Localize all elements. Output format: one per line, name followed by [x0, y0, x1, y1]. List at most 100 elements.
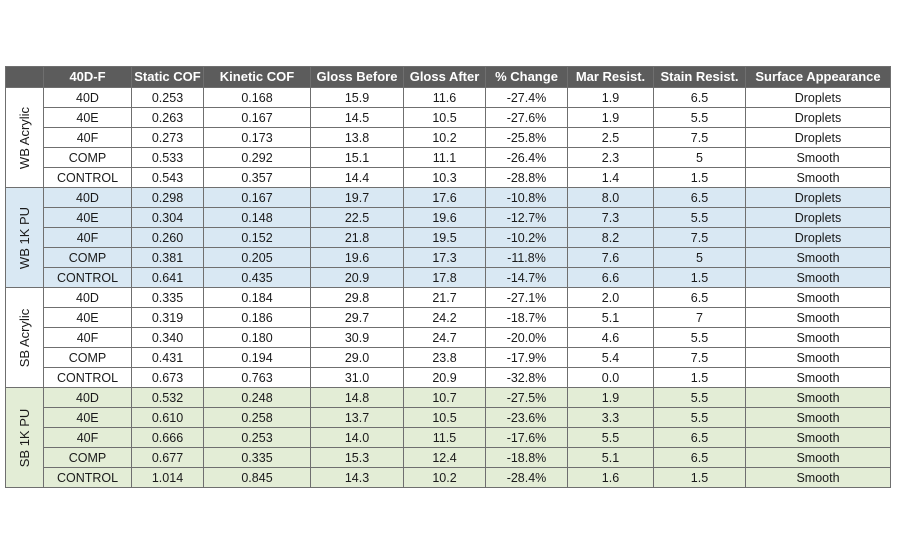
results-table: 40D-F Static COF Kinetic COF Gloss Befor… — [5, 66, 891, 488]
cell-percent-change: -12.7% — [485, 207, 568, 228]
table-row: COMP 0.431 0.194 29.0 23.8 -17.9% 5.4 7.5 Smooth — [6, 347, 891, 368]
table-row: CONTROL 0.641 0.435 20.9 17.8 -14.7% 6.6 1.5 Smo… — [6, 267, 891, 288]
cell-kinetic-cof: 0.845 — [203, 467, 311, 488]
cell-sample: 40D — [43, 187, 132, 208]
cell-stain-resist: 5.5 — [653, 387, 746, 408]
cell-kinetic-cof: 0.248 — [203, 387, 311, 408]
cell-gloss-after: 11.1 — [403, 147, 486, 168]
cell-kinetic-cof: 0.194 — [203, 347, 311, 368]
cell-gloss-after: 19.6 — [403, 207, 486, 228]
cell-surface-appearance: Smooth — [745, 287, 891, 308]
cell-mar-resist: 3.3 — [567, 407, 654, 428]
cell-stain-resist: 5.5 — [653, 107, 746, 128]
cell-gloss-before: 31.0 — [310, 367, 404, 388]
cell-percent-change: -27.1% — [485, 287, 568, 308]
cell-stain-resist: 7.5 — [653, 127, 746, 148]
cell-surface-appearance: Smooth — [745, 467, 891, 488]
cell-sample: COMP — [43, 147, 132, 168]
cell-surface-appearance: Droplets — [745, 87, 891, 108]
cell-stain-resist: 1.5 — [653, 467, 746, 488]
header-kinetic-cof: Kinetic COF — [203, 66, 311, 88]
header-gloss-after: Gloss After — [403, 66, 486, 88]
cell-percent-change: -18.8% — [485, 447, 568, 468]
cell-gloss-after: 19.5 — [403, 227, 486, 248]
cell-static-cof: 0.677 — [131, 447, 204, 468]
cell-gloss-after: 10.7 — [403, 387, 486, 408]
cell-mar-resist: 8.2 — [567, 227, 654, 248]
cell-sample: 40E — [43, 207, 132, 228]
cell-gloss-before: 15.9 — [310, 87, 404, 108]
cell-gloss-after: 12.4 — [403, 447, 486, 468]
cell-surface-appearance: Smooth — [745, 147, 891, 168]
cell-sample: COMP — [43, 247, 132, 268]
cell-gloss-before: 15.1 — [310, 147, 404, 168]
cell-percent-change: -11.8% — [485, 247, 568, 268]
table-row: 40E 0.263 0.167 14.5 10.5 -27.6% 1.9 5.5 Droplet… — [6, 107, 891, 128]
cell-percent-change: -17.9% — [485, 347, 568, 368]
cell-kinetic-cof: 0.205 — [203, 247, 311, 268]
cell-stain-resist: 5 — [653, 247, 746, 268]
cell-gloss-after: 21.7 — [403, 287, 486, 308]
group-label: WB 1K PU — [16, 206, 32, 269]
cell-surface-appearance: Droplets — [745, 187, 891, 208]
cell-gloss-before: 22.5 — [310, 207, 404, 228]
cell-gloss-before: 14.5 — [310, 107, 404, 128]
cell-surface-appearance: Smooth — [745, 167, 891, 188]
cell-stain-resist: 6.5 — [653, 447, 746, 468]
cell-static-cof: 0.253 — [131, 87, 204, 108]
cell-gloss-before: 14.3 — [310, 467, 404, 488]
cell-stain-resist: 1.5 — [653, 167, 746, 188]
cell-kinetic-cof: 0.186 — [203, 307, 311, 328]
cell-gloss-after: 20.9 — [403, 367, 486, 388]
cell-static-cof: 0.532 — [131, 387, 204, 408]
cell-sample: CONTROL — [43, 467, 132, 488]
table-row: SB Acrylic 40D 0.335 0.184 29.8 21.7 -27.1% 2.0… — [5, 287, 891, 388]
cell-kinetic-cof: 0.167 — [203, 107, 311, 128]
table-row: 40F 0.666 0.253 14.0 11.5 -17.6% 5.5 6.5 Smooth — [6, 427, 891, 448]
cell-mar-resist: 4.6 — [567, 327, 654, 348]
cell-stain-resist: 5 — [653, 147, 746, 168]
table-row: CONTROL 1.014 0.845 14.3 10.2 -28.4% 1.6 1.5 Smo… — [6, 467, 891, 488]
cell-mar-resist: 7.6 — [567, 247, 654, 268]
cell-static-cof: 0.273 — [131, 127, 204, 148]
table-row: 40F 0.273 0.173 13.8 10.2 -25.8% 2.5 7.5 Droplet… — [6, 127, 891, 148]
cell-mar-resist: 1.9 — [567, 107, 654, 128]
cell-surface-appearance: Smooth — [745, 347, 891, 368]
cell-gloss-after: 17.6 — [403, 187, 486, 208]
cell-mar-resist: 5.1 — [567, 307, 654, 328]
cell-gloss-after: 10.5 — [403, 407, 486, 428]
cell-sample: COMP — [43, 447, 132, 468]
cell-static-cof: 0.335 — [131, 287, 204, 308]
group-label-cell: SB 1K PU — [5, 387, 44, 488]
cell-kinetic-cof: 0.168 — [203, 87, 311, 108]
cell-kinetic-cof: 0.184 — [203, 287, 311, 308]
header-sample: 40D-F — [43, 66, 132, 88]
cell-percent-change: -20.0% — [485, 327, 568, 348]
cell-kinetic-cof: 0.167 — [203, 187, 311, 208]
cell-surface-appearance: Droplets — [745, 227, 891, 248]
cell-static-cof: 0.304 — [131, 207, 204, 228]
table-row: 40F 0.260 0.152 21.8 19.5 -10.2% 8.2 7.5 Droplet… — [6, 227, 891, 248]
table-row: CONTROL 0.543 0.357 14.4 10.3 -28.8% 1.4 1.5 Smo… — [6, 167, 891, 188]
cell-percent-change: -10.8% — [485, 187, 568, 208]
table-body: WB Acrylic 40D 0.253 0.168 15.9 11.6 -27.4% 1.9… — [5, 87, 891, 488]
cell-kinetic-cof: 0.258 — [203, 407, 311, 428]
cell-mar-resist: 2.3 — [567, 147, 654, 168]
cell-gloss-before: 19.6 — [310, 247, 404, 268]
cell-stain-resist: 6.5 — [653, 427, 746, 448]
cell-surface-appearance: Droplets — [745, 207, 891, 228]
group-label-cell: WB Acrylic — [5, 87, 44, 188]
cell-surface-appearance: Droplets — [745, 107, 891, 128]
table-row: SB 1K PU 40D 0.532 0.248 14.8 10.7 -27.5% 1.9 5.… — [5, 387, 891, 488]
table-row: WB Acrylic 40D 0.253 0.168 15.9 11.6 -27.4% 1.9… — [5, 87, 891, 188]
cell-sample: 40F — [43, 427, 132, 448]
cell-sample: 40D — [43, 87, 132, 108]
cell-gloss-after: 10.2 — [403, 127, 486, 148]
cell-mar-resist: 6.6 — [567, 267, 654, 288]
cell-percent-change: -25.8% — [485, 127, 568, 148]
cell-mar-resist: 5.4 — [567, 347, 654, 368]
group-label-cell: WB 1K PU — [5, 187, 44, 288]
cell-sample: 40D — [43, 287, 132, 308]
cell-gloss-before: 14.8 — [310, 387, 404, 408]
header-mar-resist: Mar Resist. — [567, 66, 654, 88]
